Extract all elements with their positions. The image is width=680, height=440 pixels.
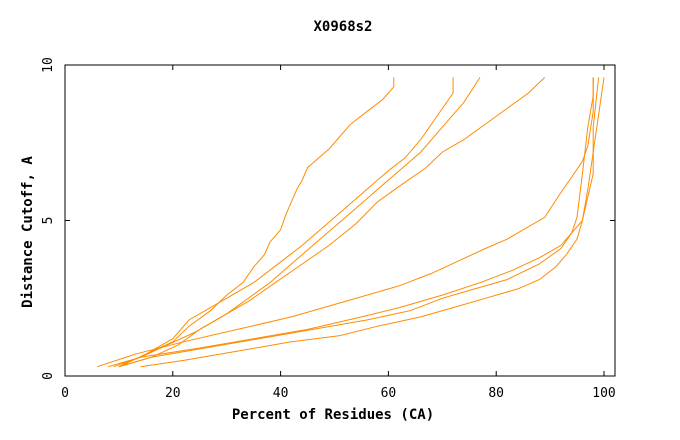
y-tick-label: 0 (41, 372, 56, 380)
y-tick-label: 5 (41, 217, 56, 225)
x-tick-label: 100 (592, 386, 615, 401)
series-line-4 (113, 77, 546, 368)
x-tick-label: 40 (273, 386, 289, 401)
y-axis-label: Distance Cutoff, A (20, 156, 36, 308)
series-line-8 (140, 77, 605, 368)
plot-frame (64, 64, 616, 377)
x-axis-label: Percent of Residues (CA) (232, 407, 434, 423)
y-tick-label: 10 (41, 57, 56, 73)
series-line-7 (118, 77, 594, 368)
series-line-6 (107, 77, 600, 368)
x-tick-label: 0 (61, 386, 69, 401)
series-line-3 (118, 77, 481, 368)
series-line-1 (118, 77, 395, 368)
x-tick-label: 80 (488, 386, 504, 401)
y-axis-ticks: 0 5 10 (41, 57, 615, 380)
x-axis-ticks: 0 20 40 60 80 100 (61, 65, 616, 401)
series-line-5 (97, 77, 594, 368)
series-line-2 (118, 77, 454, 368)
x-tick-label: 20 (165, 386, 181, 401)
series-group (97, 77, 605, 368)
x-tick-label: 60 (381, 386, 397, 401)
chart-title: X0968s2 (313, 19, 372, 35)
